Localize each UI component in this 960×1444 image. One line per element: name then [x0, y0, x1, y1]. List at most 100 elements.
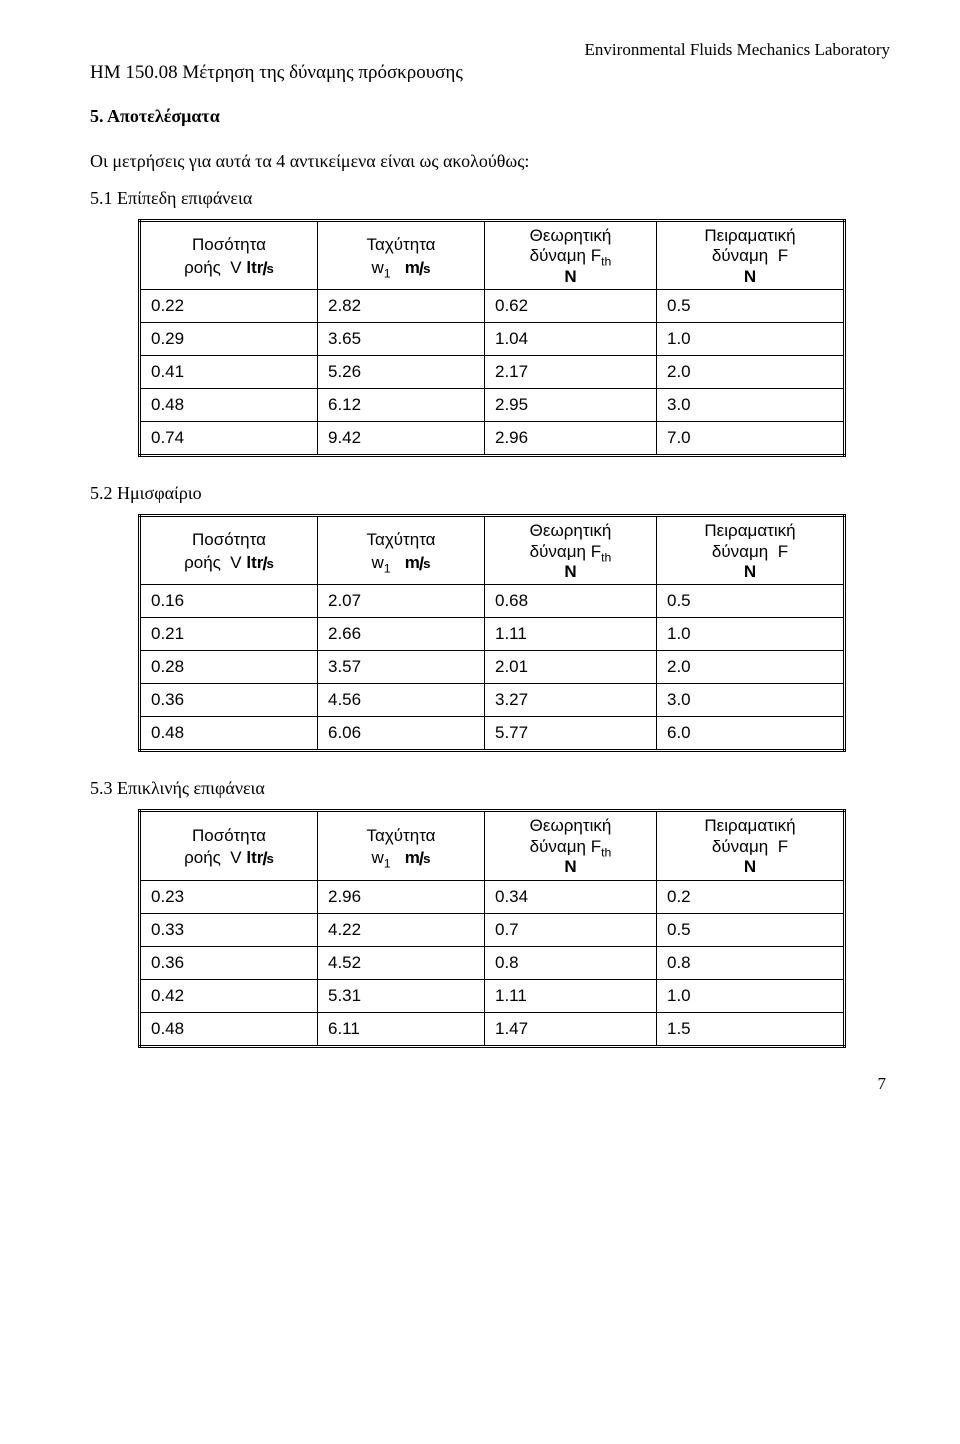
hdr-vel-line1: Ταχύτητα: [326, 826, 476, 846]
table-cell: 6.0: [657, 717, 845, 751]
table-body: 0.222.820.620.50.293.651.041.00.415.262.…: [140, 290, 845, 456]
hdr-fth-unit: N: [564, 562, 576, 581]
table-row: 0.486.111.471.5: [140, 1012, 845, 1046]
table-body: 0.232.960.340.20.334.220.70.50.364.520.8…: [140, 880, 845, 1046]
table-row: 0.415.262.172.0: [140, 356, 845, 389]
table-cell: 3.27: [485, 684, 657, 717]
table-cell: 5.77: [485, 717, 657, 751]
table-cell: 1.5: [657, 1012, 845, 1046]
table-cell: 0.16: [140, 585, 318, 618]
table-cell: 9.42: [318, 422, 485, 456]
table-cell: 0.33: [140, 913, 318, 946]
hdr-fth-line1: Θεωρητική: [493, 226, 648, 246]
table-cell: 2.82: [318, 290, 485, 323]
table-header: Ποσότητα ροής V ltr/s Ταχύτητα w1 m/s Θεωρητ…: [140, 221, 845, 290]
hdr-flow-line1: Ποσότητα: [149, 530, 309, 550]
hdr-fth-line1: Θεωρητική: [493, 816, 648, 836]
table-cell: 6.12: [318, 389, 485, 422]
hdr-fth-line2: δύναμη Fth: [493, 542, 648, 562]
table-row: 0.232.960.340.2: [140, 880, 845, 913]
table-header: Ποσότηταροής V ltr/sΤαχύτηταw1 m/sΘεωρητ…: [140, 516, 845, 585]
hdr-vel-line1: Ταχύτητα: [326, 530, 476, 550]
table-row: 0.425.311.111.0: [140, 979, 845, 1012]
table-cell: 0.7: [485, 913, 657, 946]
lab-header: Environmental Fluids Mechanics Laborator…: [90, 40, 890, 60]
hdr-flow-line1: Ποσότητα: [149, 826, 309, 846]
table-cell: 0.2: [657, 880, 845, 913]
table-row: 0.293.651.041.0: [140, 323, 845, 356]
table-cell: 0.48: [140, 1012, 318, 1046]
table-cell: 3.0: [657, 684, 845, 717]
table-cell: 2.0: [657, 356, 845, 389]
table-cell: 0.62: [485, 290, 657, 323]
hdr-fexp-line1: Πειραματική: [665, 521, 835, 541]
table-cell: 1.0: [657, 618, 845, 651]
hdr-fexp-unit: N: [744, 562, 756, 581]
table-cell: 2.95: [485, 389, 657, 422]
table-cell: 4.22: [318, 913, 485, 946]
table-cell: 0.29: [140, 323, 318, 356]
hdr-vel-line2: w1 m/s: [372, 848, 431, 867]
table-row: 0.283.572.012.0: [140, 651, 845, 684]
table-cell: 2.96: [318, 880, 485, 913]
hdr-vel-line1: Ταχύτητα: [326, 235, 476, 255]
table-cell: 2.07: [318, 585, 485, 618]
table-cell: 4.56: [318, 684, 485, 717]
table-cell: 1.0: [657, 979, 845, 1012]
subheading-flat: 5.1 Επίπεδη επιφάνεια: [90, 188, 890, 209]
table-row: 0.749.422.967.0: [140, 422, 845, 456]
table-cell: 0.28: [140, 651, 318, 684]
table-cell: 1.11: [485, 618, 657, 651]
table-cell: 0.8: [485, 946, 657, 979]
table-row: 0.364.520.80.8: [140, 946, 845, 979]
table-cell: 0.68: [485, 585, 657, 618]
hdr-fth-unit: N: [564, 267, 576, 286]
page-number: 7: [90, 1074, 890, 1094]
table-cell: 3.0: [657, 389, 845, 422]
hdr-vel-line2: w1 m/s: [372, 258, 431, 277]
table-cell: 0.8: [657, 946, 845, 979]
table-cell: 2.17: [485, 356, 657, 389]
table-row: 0.222.820.620.5: [140, 290, 845, 323]
table-hemisphere: Ποσότηταροής V ltr/sΤαχύτηταw1 m/sΘεωρητ…: [138, 514, 846, 752]
hdr-flow-line2: ροής V ltr/s: [184, 553, 274, 572]
table-cell: 0.23: [140, 880, 318, 913]
table-cell: 2.0: [657, 651, 845, 684]
table-row: 0.162.070.680.5: [140, 585, 845, 618]
subheading-hemisphere: 5.2 Ημισφαίριο: [90, 483, 890, 504]
hdr-flow-line1: Ποσότητα: [149, 235, 309, 255]
hdr-fth-line2: δύναμη Fth: [493, 837, 648, 857]
hdr-fth-unit: N: [564, 857, 576, 876]
table-row: 0.334.220.70.5: [140, 913, 845, 946]
table-row: 0.364.563.273.0: [140, 684, 845, 717]
table-cell: 0.36: [140, 946, 318, 979]
table-row: 0.486.065.776.0: [140, 717, 845, 751]
table-cell: 0.42: [140, 979, 318, 1012]
hdr-fexp-line1: Πειραματική: [665, 226, 835, 246]
table-cell: 1.11: [485, 979, 657, 1012]
hdr-fexp-line2: δύναμη F: [665, 542, 835, 562]
table-cell: 6.11: [318, 1012, 485, 1046]
intro-text: Οι μετρήσεις για αυτά τα 4 αντικείμενα ε…: [90, 151, 890, 172]
hdr-fth-line1: Θεωρητική: [493, 521, 648, 541]
section-heading-results: 5. Αποτελέσματα: [90, 106, 890, 127]
table-cell: 6.06: [318, 717, 485, 751]
table-cell: 0.5: [657, 290, 845, 323]
table-cell: 1.04: [485, 323, 657, 356]
hdr-flow-line2: ροής V ltr/s: [184, 258, 274, 277]
table-cell: 2.66: [318, 618, 485, 651]
hdr-fexp-unit: N: [744, 857, 756, 876]
table-cell: 0.5: [657, 585, 845, 618]
table-cell: 2.96: [485, 422, 657, 456]
table-cell: 0.34: [485, 880, 657, 913]
table-cell: 0.21: [140, 618, 318, 651]
table-body: 0.162.070.680.50.212.661.111.00.283.572.…: [140, 585, 845, 751]
table-cell: 0.41: [140, 356, 318, 389]
hdr-fexp-unit: N: [744, 267, 756, 286]
table-header: Ποσότηταροής V ltr/sΤαχύτηταw1 m/sΘεωρητ…: [140, 811, 845, 880]
table-cell: 7.0: [657, 422, 845, 456]
table-cell: 4.52: [318, 946, 485, 979]
table-cell: 0.48: [140, 717, 318, 751]
table-cell: 0.5: [657, 913, 845, 946]
subheading-incline: 5.3 Επικλινής επιφάνεια: [90, 778, 890, 799]
